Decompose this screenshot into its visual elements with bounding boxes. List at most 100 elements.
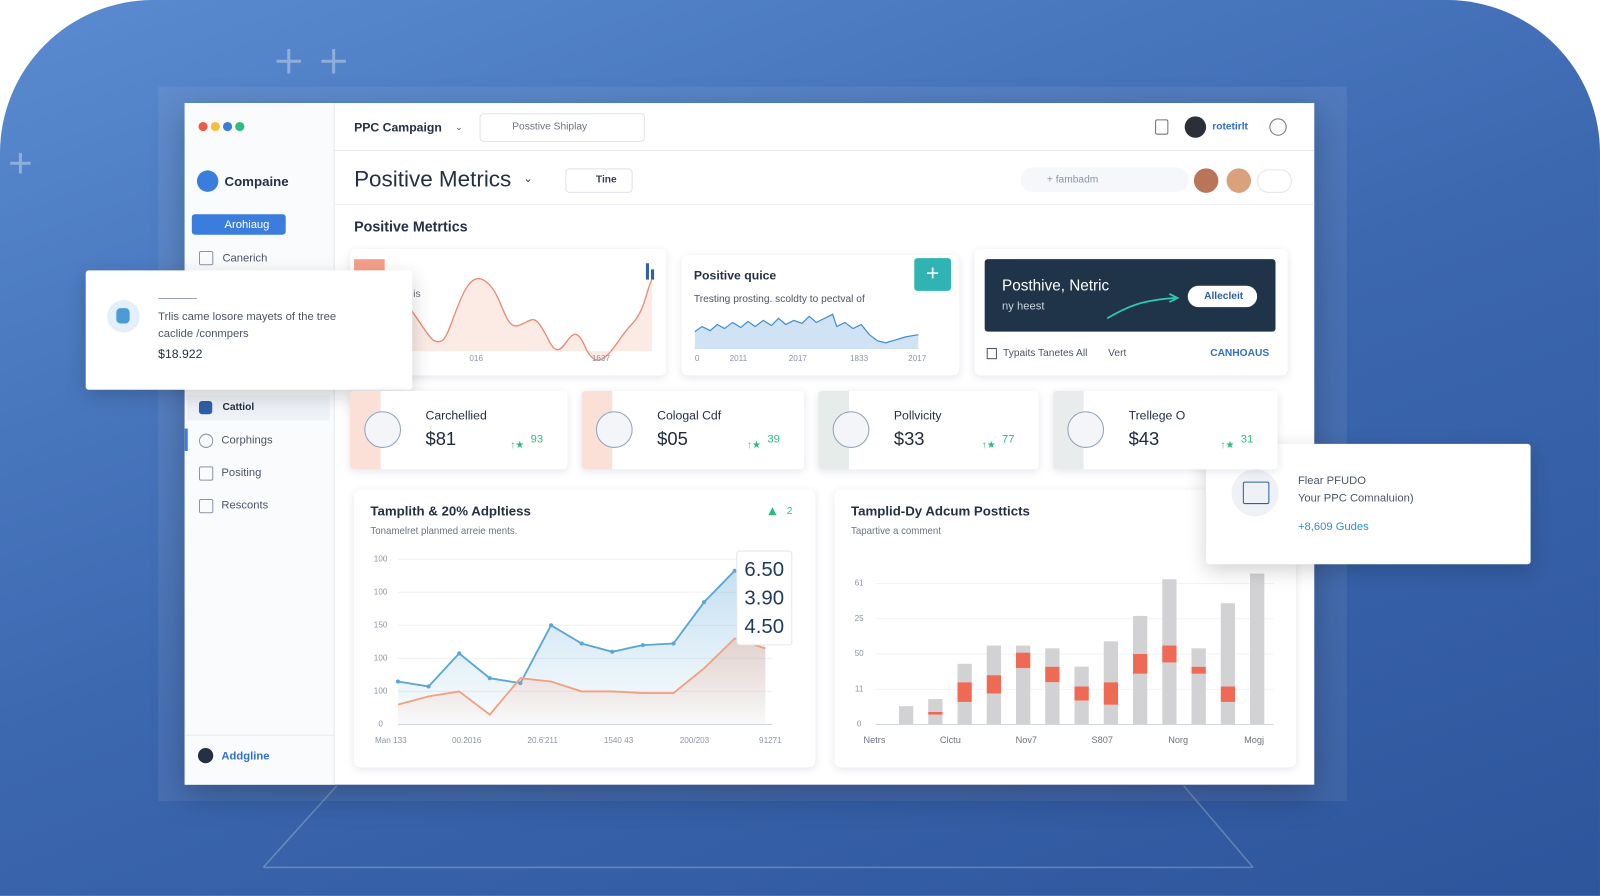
card-title: Positive quice (693, 268, 777, 283)
icon[interactable] (1155, 119, 1169, 135)
x-tick-label: 200/203 (680, 736, 710, 745)
sparkline (410, 263, 655, 361)
tooltip-card (85, 270, 413, 390)
kpi-name: Pollvicity (893, 408, 942, 423)
point (671, 641, 676, 646)
promo-footer: Vert (1108, 347, 1127, 360)
kpi-delta: 93 (530, 433, 544, 446)
divider (333, 204, 1315, 206)
bar-segment (1191, 673, 1206, 725)
chart-label: is (413, 288, 421, 300)
page-title: Positive Metrics (354, 166, 512, 192)
y-tick-label: 25 (855, 614, 865, 623)
bar-segment (1045, 682, 1060, 725)
bar-segment (986, 675, 1002, 694)
avatar[interactable] (1193, 168, 1219, 193)
avatar[interactable] (1226, 168, 1252, 193)
notification-subtitle: Your PPC Comnaluion) (1297, 492, 1414, 505)
nav-item[interactable]: Cattiol (222, 402, 255, 414)
point (702, 600, 707, 605)
point (395, 679, 400, 684)
bar-segment (986, 645, 1002, 676)
bar-segment (1133, 673, 1148, 725)
x-tick-label: Mogj (1244, 735, 1264, 745)
nav-active[interactable] (191, 214, 286, 235)
filter-label[interactable]: Tine (595, 174, 617, 186)
kpi-value: $33 (893, 428, 925, 449)
tooltip-value: $18.922 (158, 346, 203, 362)
point (610, 649, 615, 654)
dropdown[interactable] (1257, 169, 1292, 193)
chart-title: Tamplith & 20% Adpltiess (370, 504, 531, 519)
icon (986, 347, 997, 360)
bar-segment (1220, 701, 1236, 725)
bar-segment (1074, 666, 1089, 687)
kpi-name: Carchellied (425, 408, 487, 423)
chart-subtitle: Tapartive a comment (851, 526, 941, 537)
add-button[interactable]: + (914, 258, 952, 291)
brand-icon (196, 170, 219, 192)
search-box[interactable] (1020, 167, 1189, 192)
point (487, 676, 492, 681)
kpi-stars: ↑★ (746, 439, 762, 452)
kpi-delta: 31 (1240, 433, 1254, 446)
notification-title: Flear PFUDO (1297, 474, 1366, 488)
x-tick-label: Man 133 (375, 736, 407, 745)
bar-segment (1133, 615, 1148, 654)
nav-item[interactable]: Arohiaug (224, 218, 270, 232)
campaign-select[interactable]: PPC Campaign (354, 120, 442, 135)
nav-item[interactable]: Positing (221, 466, 262, 480)
nav-icon (198, 401, 213, 415)
promo-footer: Typaits Tanetes All (1003, 347, 1088, 360)
callout-value: 6.50 (744, 559, 784, 581)
kpi-icon (832, 411, 870, 448)
nav-item[interactable]: Corphings (221, 434, 273, 447)
tooltip-text: Trlis came losore mayets of the tree (158, 310, 337, 323)
tooltip-icon (116, 308, 130, 324)
line-chart: Tamplith & 20% Adpltiess Tonamelret plan… (370, 504, 792, 745)
callout-value: 4.50 (744, 616, 784, 638)
bar-segment (957, 701, 972, 725)
notification-icon (1231, 469, 1279, 517)
notification-link[interactable]: +8,609 Gudes (1297, 520, 1369, 534)
search-text[interactable]: Posstive Shiplay (512, 121, 588, 133)
nav-item[interactable]: Canerich (222, 252, 268, 265)
chart-title: Tamplid-Dy Adcum Postticts (851, 504, 1030, 519)
callout-value: 3.90 (744, 587, 784, 609)
bar-segment (898, 706, 914, 725)
search-text[interactable]: + fambadm (1046, 174, 1099, 186)
nav-icon (198, 466, 214, 481)
bar-segment (1162, 645, 1177, 663)
bar-segment (1162, 662, 1177, 725)
x-tick-label: 1540 43 (604, 736, 634, 745)
x-tick-label: 91271 (759, 736, 782, 745)
bar-segment (1015, 652, 1031, 669)
bar-segment (1220, 686, 1236, 702)
chevron: ⌄ (523, 172, 533, 186)
user-name[interactable]: rotetirlt (1212, 121, 1248, 133)
kpi-value: $43 (1128, 428, 1160, 449)
avatar[interactable] (1184, 116, 1207, 138)
bar-segment (928, 714, 943, 725)
bar-segment (1133, 653, 1148, 674)
y-tick-label: 150 (374, 620, 388, 629)
bar-segment (1220, 603, 1236, 687)
point (640, 643, 645, 648)
search-box[interactable] (479, 113, 645, 142)
bar-segment (928, 711, 943, 715)
icon[interactable] (1269, 118, 1287, 136)
footer-user[interactable]: Addgline (221, 750, 270, 763)
promo-button-label[interactable]: Allecleit (1204, 290, 1244, 303)
axis-label: 1833 (849, 354, 869, 364)
filter-button[interactable] (565, 168, 633, 193)
bar-segment (1103, 704, 1119, 725)
bar-segment (1015, 645, 1031, 653)
card-text: Tresting prosting. scoldty to pectval of (693, 293, 865, 306)
x-tick-label: Netrs (864, 735, 886, 745)
nav-item[interactable]: Resconts (221, 499, 269, 512)
promo-link[interactable]: CANHOAUS (1210, 347, 1270, 360)
promo-button[interactable] (1187, 285, 1258, 308)
axis-label: 2011 (729, 354, 748, 364)
bar-segment (1074, 686, 1089, 701)
